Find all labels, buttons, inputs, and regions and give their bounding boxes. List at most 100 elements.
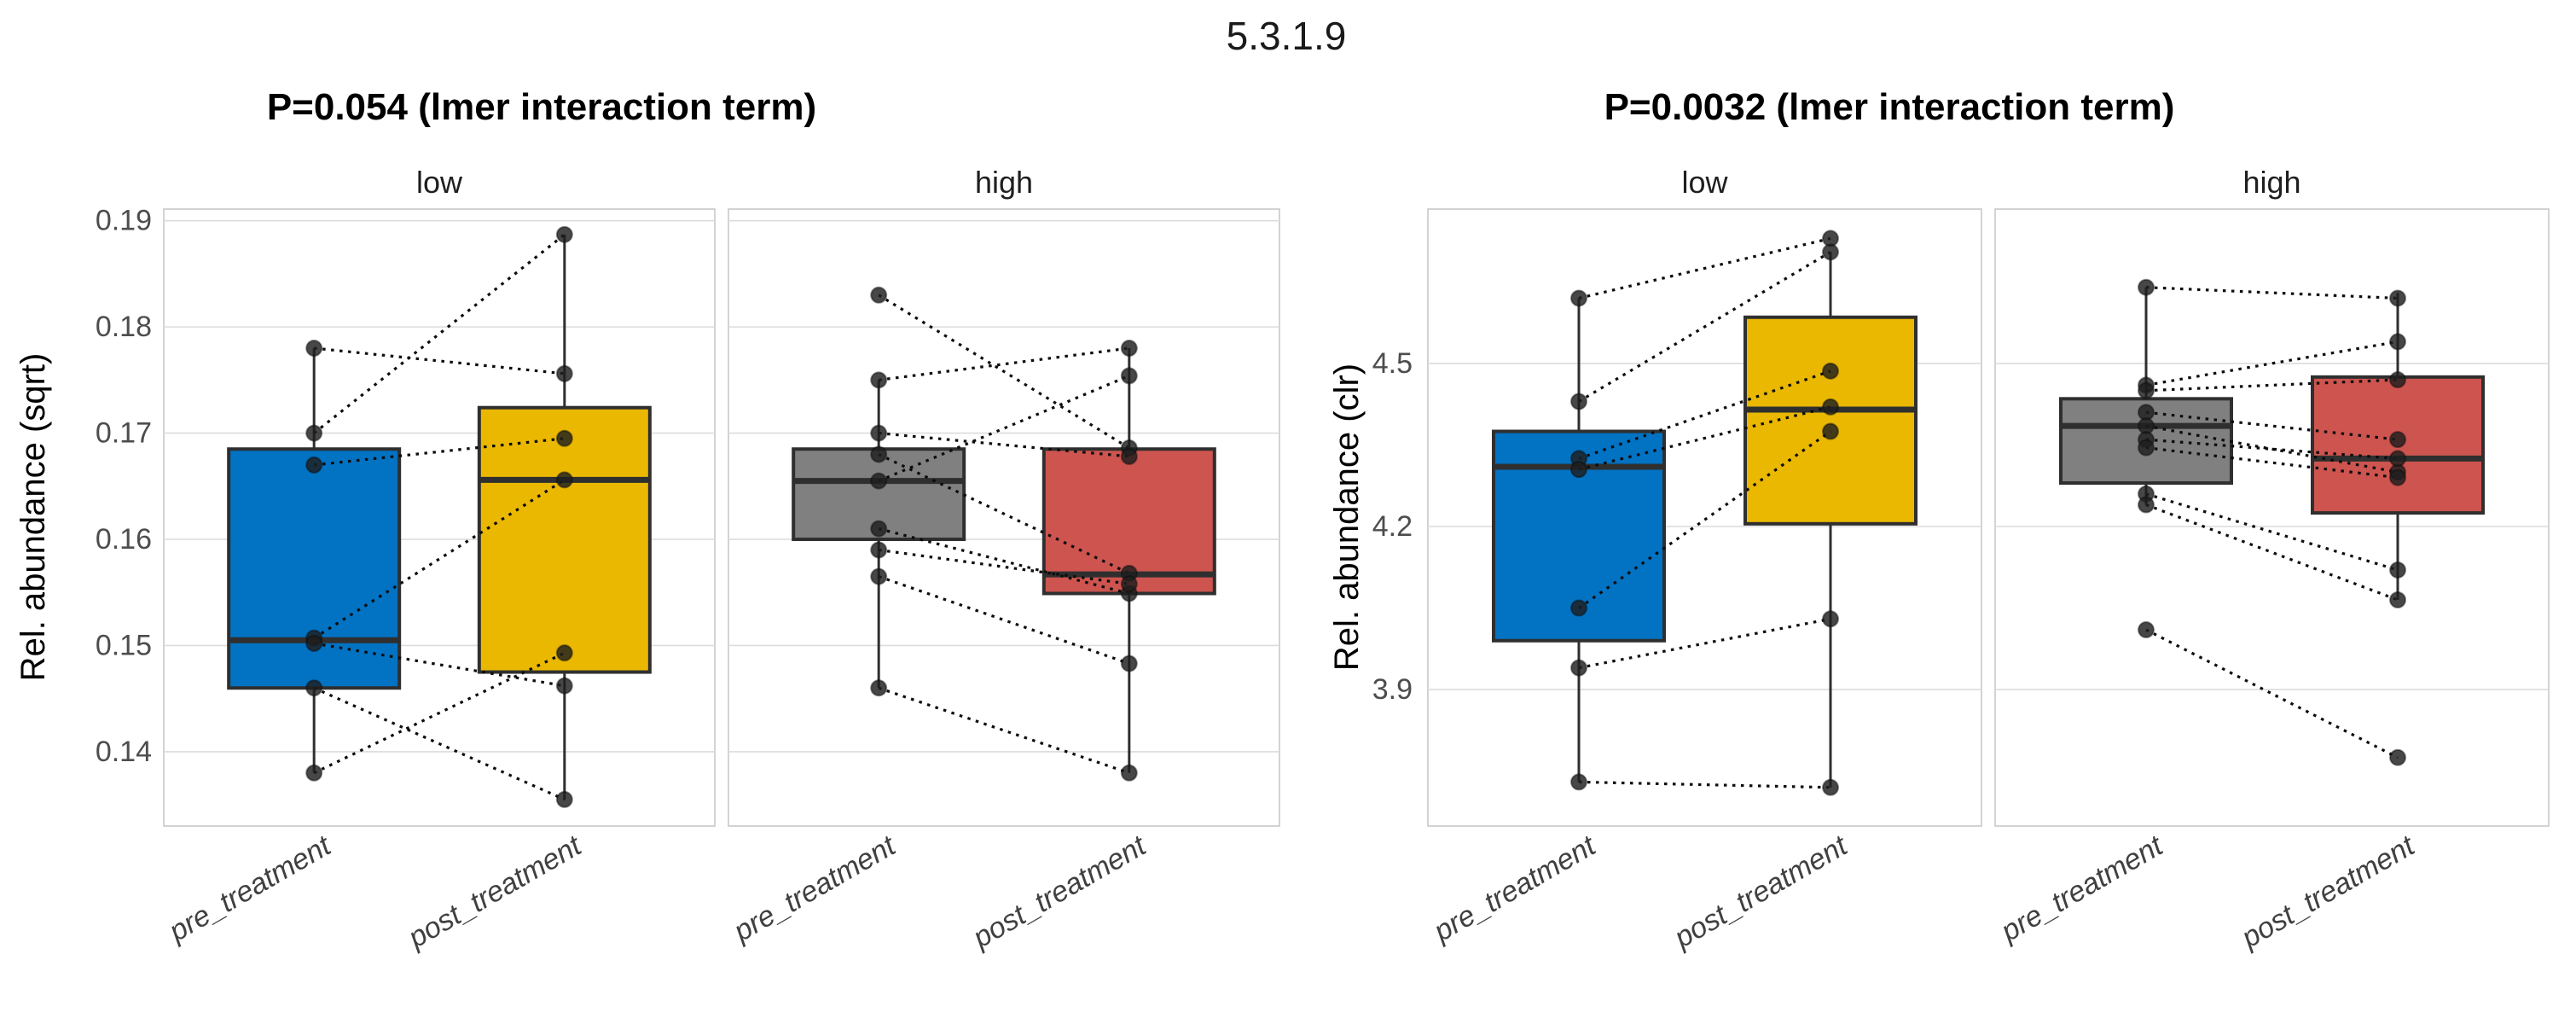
data-point xyxy=(870,541,888,559)
box-post_treatment xyxy=(477,405,652,674)
data-point xyxy=(870,286,888,304)
data-point xyxy=(1120,447,1138,465)
data-point xyxy=(2389,371,2407,389)
data-point xyxy=(2137,621,2155,639)
data-point xyxy=(1822,398,1840,416)
pair-connector-line xyxy=(2145,503,2399,602)
data-point xyxy=(2137,278,2155,296)
figure-title: 5.3.1.9 xyxy=(1227,14,1347,58)
data-point xyxy=(1120,575,1138,593)
pair-connector-line xyxy=(878,527,1130,596)
y-tick-label: 4.2 xyxy=(1372,510,1413,543)
data-point xyxy=(870,371,888,389)
x-tick-label: post_treatment xyxy=(967,829,1153,955)
x-tick-label: pre_treatment xyxy=(1995,829,2170,948)
pair-connector-line xyxy=(1578,405,1831,471)
data-point xyxy=(555,364,573,382)
data-point xyxy=(1569,659,1587,677)
data-point xyxy=(1822,243,1840,261)
data-point xyxy=(2137,439,2155,457)
data-point xyxy=(2389,333,2407,351)
data-point xyxy=(1569,773,1587,791)
chart-right: low pre_treatment post_treatment high pre_tr… xyxy=(1372,165,2550,955)
data-point xyxy=(305,764,323,782)
chart-right-title: P=0.0032 (lmer interaction term) xyxy=(1604,86,2175,128)
data-point xyxy=(1569,289,1587,307)
y-tick-label: 0.17 xyxy=(96,417,152,450)
data-point xyxy=(305,456,323,474)
pair-connector-line xyxy=(1578,369,1831,460)
y-tick-label: 0.19 xyxy=(96,205,152,237)
data-point xyxy=(1569,599,1587,617)
data-point xyxy=(555,677,573,695)
chart-left: low pre_treatment post_treatment high pre_tr… xyxy=(96,165,1280,955)
data-point xyxy=(1120,655,1138,672)
data-point xyxy=(2389,468,2407,486)
data-point xyxy=(1120,367,1138,385)
facet-strip-label: high xyxy=(975,165,1033,200)
facet-low: low pre_treatment post_treatment xyxy=(1427,165,1982,955)
y-tick-label: 0.15 xyxy=(96,629,152,661)
pair-connector-line xyxy=(313,686,566,801)
data-point xyxy=(2137,381,2155,399)
y-tick-label: 0.14 xyxy=(96,736,152,768)
data-point xyxy=(1120,764,1138,782)
data-point xyxy=(2389,591,2407,609)
data-point xyxy=(305,679,323,697)
facet-high: high pre_treatment post_treatment xyxy=(728,165,1280,955)
data-point xyxy=(2389,748,2407,766)
pair-connector-line xyxy=(1578,430,1831,609)
y-tick-label: 3.9 xyxy=(1372,673,1413,706)
data-point xyxy=(555,471,573,489)
data-point xyxy=(870,445,888,463)
data-point xyxy=(870,424,888,442)
pair-connector-line xyxy=(878,575,1130,666)
pair-connector-line xyxy=(878,294,1130,450)
x-tick-label: post_treatment xyxy=(2236,829,2422,955)
x-tick-label: post_treatment xyxy=(403,829,589,955)
data-point xyxy=(555,644,573,662)
facet-strip-label: low xyxy=(416,165,463,200)
data-point xyxy=(555,790,573,808)
pair-connector-line xyxy=(878,374,1130,483)
facet-low: low pre_treatment post_treatment xyxy=(163,165,716,955)
data-point xyxy=(555,225,573,243)
facet-strip-label: low xyxy=(1681,165,1728,200)
y-tick-label: 4.5 xyxy=(1372,347,1413,380)
data-point xyxy=(1120,340,1138,358)
x-tick-label: post_treatment xyxy=(1668,829,1854,955)
data-point xyxy=(2137,496,2155,514)
chart-left-y-axis-title: Rel. abundance (sqrt) xyxy=(15,353,52,682)
data-point xyxy=(1822,610,1840,628)
y-tick-label: 0.18 xyxy=(96,311,152,343)
data-point xyxy=(870,567,888,585)
data-point xyxy=(305,634,323,652)
panel-background xyxy=(1994,208,2550,827)
pair-connector-line xyxy=(313,651,566,775)
pair-connector-line xyxy=(2145,492,2399,572)
data-point xyxy=(2389,450,2407,468)
chart-left-title: P=0.054 (lmer interaction term) xyxy=(267,86,816,128)
data-point xyxy=(870,520,888,538)
data-point xyxy=(2389,431,2407,449)
facet-strip-label: high xyxy=(2242,165,2300,200)
pair-connector-line xyxy=(1578,250,1831,403)
data-point xyxy=(1822,362,1840,380)
chart-right-y-axis-title: Rel. abundance (clr) xyxy=(1328,364,1366,671)
x-tick-label: pre_treatment xyxy=(728,829,902,948)
data-point xyxy=(1822,422,1840,440)
data-point xyxy=(870,679,888,697)
pair-connector-line xyxy=(878,686,1130,775)
data-point xyxy=(2389,561,2407,579)
facet-high: high pre_treatment post_treatment xyxy=(1994,165,2550,955)
pair-connector-line xyxy=(1578,617,1831,670)
x-tick-label: pre_treatment xyxy=(163,829,338,948)
pair-connector-line xyxy=(313,233,566,434)
data-point xyxy=(305,424,323,442)
data-point xyxy=(1569,461,1587,479)
x-tick-label: pre_treatment xyxy=(1428,829,1603,948)
data-point xyxy=(305,340,323,358)
y-tick-label: 0.16 xyxy=(96,523,152,556)
